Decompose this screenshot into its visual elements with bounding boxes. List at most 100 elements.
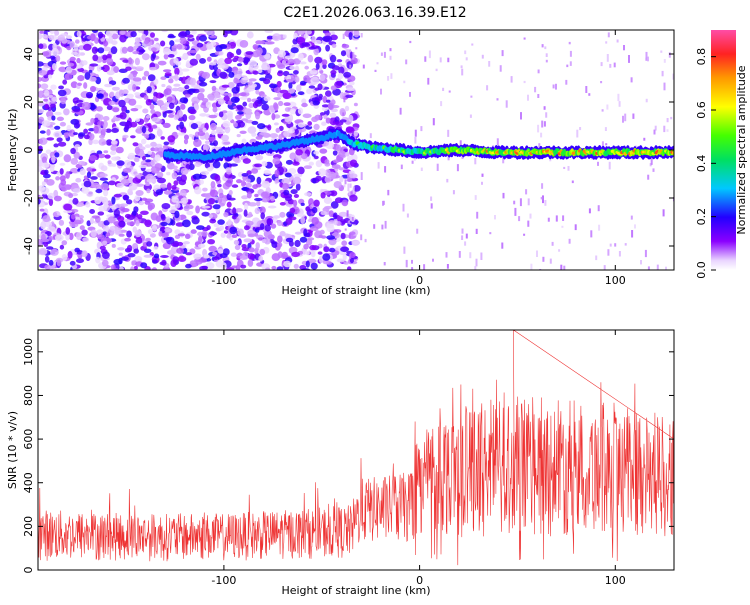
noise-blob (315, 63, 320, 70)
noise-blob (91, 46, 98, 54)
noise-blob (112, 107, 120, 113)
noise-blob (185, 60, 191, 69)
noise-blob (282, 70, 290, 77)
noise-blob (137, 143, 143, 148)
noise-blob (349, 159, 358, 167)
noise-blob (60, 179, 67, 186)
noise-blob (146, 178, 155, 183)
noise-speckle (545, 53, 548, 57)
noise-blob (88, 155, 98, 161)
noise-blob (146, 241, 153, 247)
noise-blob (147, 150, 152, 155)
noise-blob (353, 102, 358, 107)
noise-blob (50, 55, 56, 60)
noise-speckle (380, 52, 383, 56)
noise-speckle (387, 76, 390, 81)
noise-blob (340, 246, 350, 253)
noise-speckle (439, 57, 442, 63)
noise-speckle (383, 262, 386, 266)
noise-blob (220, 232, 226, 238)
noise-blob (192, 263, 198, 267)
noise-blob (160, 76, 167, 80)
y-tick-label: 400 (22, 472, 35, 493)
noise-blob (53, 131, 63, 138)
noise-blob (320, 192, 326, 199)
noise-blob (289, 207, 296, 214)
noise-blob (330, 201, 339, 209)
noise-blob (81, 250, 88, 258)
noise-blob (50, 248, 59, 256)
noise-speckle (605, 41, 608, 44)
noise-speckle (344, 228, 347, 231)
noise-blob (196, 225, 205, 231)
noise-blob (341, 240, 348, 246)
noise-blob (214, 174, 221, 182)
noise-blob (107, 202, 114, 206)
noise-speckle (601, 141, 604, 148)
noise-blob (245, 178, 251, 183)
noise-blob (264, 30, 274, 33)
noise-blob (171, 197, 179, 203)
noise-speckle (545, 112, 548, 118)
noise-blob (245, 220, 254, 226)
noise-blob (119, 30, 126, 35)
noise-blob (258, 255, 264, 262)
noise-blob (179, 189, 187, 198)
noise-speckle (618, 251, 621, 257)
noise-blob (41, 120, 51, 127)
noise-blob (45, 149, 52, 155)
noise-speckle (427, 77, 430, 85)
noise-blob (44, 221, 53, 228)
noise-blob (303, 228, 308, 236)
noise-blob (123, 194, 129, 201)
noise-speckle (460, 65, 463, 69)
noise-blob (229, 53, 235, 58)
noise-speckle (348, 233, 351, 239)
noise-blob (236, 134, 241, 138)
noise-blob (91, 215, 100, 219)
noise-speckle (387, 189, 390, 196)
noise-blob (329, 247, 336, 253)
noise-blob (201, 211, 210, 217)
noise-speckle (403, 80, 406, 84)
noise-blob (313, 150, 320, 155)
noise-blob (276, 220, 283, 227)
noise-blob (48, 74, 53, 79)
noise-blob (227, 82, 235, 89)
noise-blob (274, 169, 280, 178)
noise-blob (189, 108, 197, 115)
noise-blob (203, 143, 210, 151)
noise-blob (320, 210, 328, 216)
noise-blob (228, 197, 236, 201)
noise-speckle (469, 114, 472, 118)
noise-blob (41, 162, 50, 168)
noise-speckle (618, 101, 621, 107)
noise-blob (41, 51, 50, 56)
noise-blob (202, 187, 208, 192)
noise-blob (76, 258, 84, 264)
noise-speckle (481, 173, 484, 177)
noise-blob (311, 116, 319, 123)
noise-blob (211, 85, 217, 91)
noise-blob (334, 81, 343, 89)
noise-blob (293, 70, 299, 75)
noise-speckle (461, 228, 464, 234)
noise-blob (73, 132, 78, 136)
noise-blob (300, 202, 305, 206)
noise-blob (283, 130, 290, 137)
noise-blob (281, 178, 290, 185)
noise-blob (103, 40, 108, 47)
noise-blob (38, 76, 43, 83)
noise-blob (323, 35, 333, 43)
noise-blob (254, 163, 263, 168)
noise-blob (38, 101, 45, 107)
noise-blob (69, 56, 76, 62)
noise-blob (75, 99, 84, 103)
noise-blob (212, 106, 218, 113)
noise-blob (284, 172, 292, 178)
noise-blob (122, 134, 129, 139)
noise-blob (140, 176, 146, 180)
noise-blob (295, 149, 303, 156)
noise-blob (143, 39, 150, 45)
noise-blob (146, 173, 154, 181)
